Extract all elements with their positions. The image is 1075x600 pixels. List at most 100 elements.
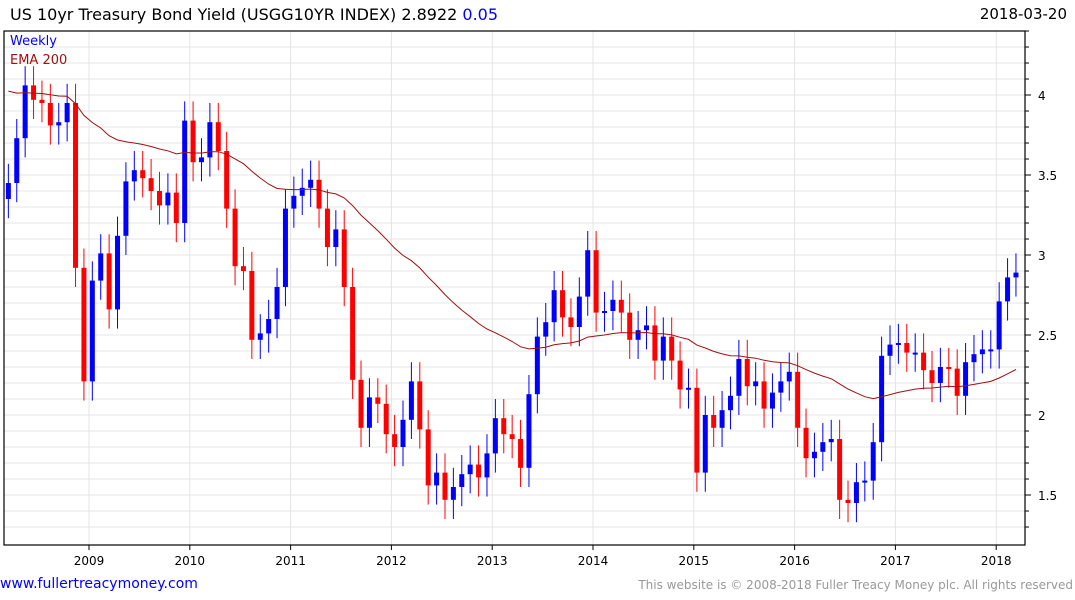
price-bar xyxy=(484,453,490,478)
price-bar xyxy=(518,439,524,468)
price-bar xyxy=(879,355,885,443)
price-bar xyxy=(131,170,137,182)
price-bar xyxy=(744,359,750,387)
price-bar xyxy=(316,179,322,209)
price-bar xyxy=(282,208,288,287)
price-bar xyxy=(240,266,246,271)
x-tick-label: 2013 xyxy=(477,554,508,568)
price-bar xyxy=(156,191,162,206)
price-bar xyxy=(694,387,700,473)
price-bar xyxy=(266,319,272,334)
price-bar xyxy=(123,181,129,236)
price-bar xyxy=(652,325,658,361)
price-bar xyxy=(769,392,775,409)
price-bar xyxy=(47,103,53,126)
price-bar xyxy=(610,299,616,311)
price-bar xyxy=(324,208,330,247)
price-bar xyxy=(795,371,801,428)
x-tick-label: 2016 xyxy=(779,554,810,568)
price-bar xyxy=(492,418,498,454)
price-bar xyxy=(988,349,994,352)
price-bar xyxy=(963,362,969,396)
price-bar xyxy=(467,464,473,475)
price-bar xyxy=(207,122,213,158)
y-tick-label: 3 xyxy=(1038,249,1046,263)
price-bar xyxy=(551,290,557,323)
price-bar xyxy=(232,208,238,267)
price-bar xyxy=(333,229,339,247)
price-bar xyxy=(81,267,87,382)
title-text: US 10yr Treasury Bond Yield (USGG10YR IN… xyxy=(10,5,458,24)
price-bar xyxy=(31,85,37,100)
price-bar xyxy=(182,120,188,223)
price-bar xyxy=(115,235,121,310)
x-tick-label: 2018 xyxy=(981,554,1012,568)
price-bar xyxy=(375,397,381,404)
price-bar xyxy=(299,187,305,196)
price-bar xyxy=(971,354,977,363)
price-bar xyxy=(778,381,784,393)
price-bar xyxy=(727,395,733,411)
price-bar xyxy=(719,410,725,428)
price-bar xyxy=(1013,272,1019,278)
price-bar xyxy=(249,271,255,340)
price-bar xyxy=(921,352,927,371)
site-link[interactable]: www.fullertreacymoney.com xyxy=(0,576,198,592)
legend-ema-200: EMA 200 xyxy=(10,53,67,68)
price-bar xyxy=(627,312,633,340)
price-bar xyxy=(366,397,372,428)
price-bar xyxy=(602,311,608,313)
price-bar xyxy=(39,99,45,103)
copyright-text: This website is © 2008-2018 Fuller Treac… xyxy=(638,578,1073,592)
price-bar xyxy=(1005,277,1011,302)
price-bar xyxy=(585,250,591,297)
price-bar xyxy=(644,325,650,331)
price-bar xyxy=(887,344,893,356)
price-bar xyxy=(811,451,817,459)
price-bar xyxy=(442,472,448,500)
price-bar xyxy=(341,229,347,287)
price-bar xyxy=(358,379,364,428)
price-bar xyxy=(224,151,230,209)
price-bar xyxy=(618,299,624,313)
price-bar xyxy=(198,157,204,163)
price-bar xyxy=(895,343,901,345)
price-bar xyxy=(946,367,952,369)
price-bar xyxy=(837,439,843,500)
price-bar xyxy=(576,296,582,327)
price-bar xyxy=(417,381,423,430)
y-tick-label: 3.5 xyxy=(1038,169,1057,183)
price-bar xyxy=(862,480,868,483)
price-bar xyxy=(173,192,179,223)
price-bar xyxy=(996,301,1002,350)
price-bar xyxy=(912,352,918,355)
price-bar xyxy=(685,387,691,390)
price-bar xyxy=(425,429,431,486)
price-bar xyxy=(635,330,641,340)
y-tick-label: 2 xyxy=(1038,409,1046,423)
price-bar xyxy=(501,418,507,435)
price-bar xyxy=(215,122,221,151)
price-bar xyxy=(669,336,675,361)
price-bar xyxy=(5,183,11,199)
y-tick-label: 1.5 xyxy=(1038,489,1057,503)
price-bar xyxy=(148,178,154,191)
price-bar xyxy=(308,179,314,188)
price-bar xyxy=(450,487,456,500)
price-bar xyxy=(459,474,465,487)
x-tick-label: 2017 xyxy=(880,554,911,568)
change-value: 0.05 xyxy=(462,5,499,24)
price-bar xyxy=(937,367,943,383)
price-bar xyxy=(274,287,280,319)
price-bar xyxy=(853,482,859,503)
ema-200-line xyxy=(8,90,1017,400)
price-bar xyxy=(106,253,112,310)
price-bar xyxy=(434,472,440,486)
price-bar xyxy=(870,442,876,481)
chart-title: US 10yr Treasury Bond Yield (USGG10YR IN… xyxy=(10,5,498,24)
price-bar xyxy=(64,103,70,123)
price-bar xyxy=(786,371,792,382)
chart-date: 2018-03-20 xyxy=(979,5,1067,23)
price-bar xyxy=(702,415,708,473)
